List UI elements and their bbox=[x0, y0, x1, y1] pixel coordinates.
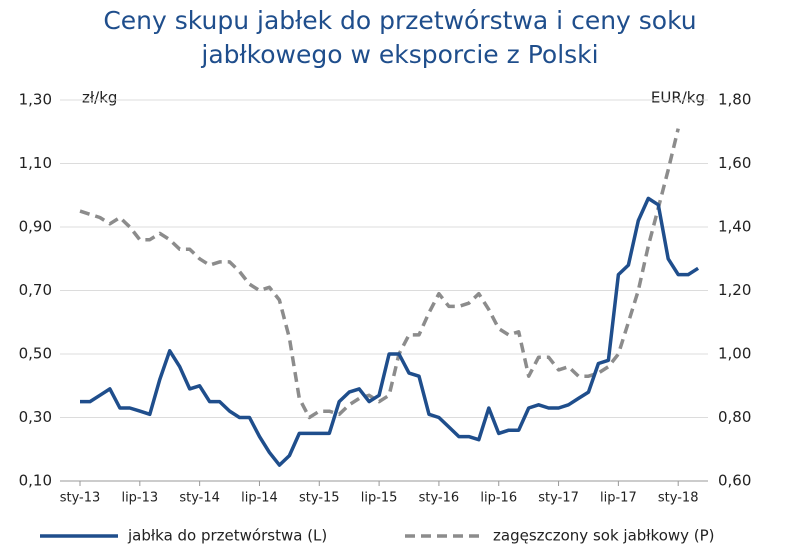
y-axis-label: zł/kg bbox=[82, 89, 117, 107]
x-tick-label: lip-16 bbox=[480, 491, 517, 506]
y-tick-label: 0,30 bbox=[19, 408, 52, 426]
y2-tick-label: 1,40 bbox=[718, 218, 751, 236]
x-tick-label: sty-14 bbox=[179, 491, 220, 506]
legend-label: jabłka do przetwórstwa (L) bbox=[127, 527, 327, 545]
y-tick-label: 1,30 bbox=[19, 91, 52, 109]
x-tick-label: sty-16 bbox=[419, 491, 460, 506]
x-tick-label: sty-13 bbox=[60, 491, 101, 506]
x-tick-label: sty-17 bbox=[538, 491, 579, 506]
y-tick-label: 0,90 bbox=[19, 218, 52, 236]
legend-label: zagęszczony sok jabłkowy (P) bbox=[493, 527, 715, 545]
x-tick-label: sty-15 bbox=[299, 491, 340, 506]
y2-tick-label: 0,80 bbox=[718, 408, 751, 426]
series-line bbox=[79, 128, 680, 420]
y2-axis-label: EUR/kg bbox=[651, 89, 705, 107]
x-tick-label: sty-18 bbox=[658, 491, 699, 506]
x-tick-label: lip-13 bbox=[121, 491, 158, 506]
y2-tick-label: 0,60 bbox=[718, 472, 751, 490]
y2-tick-label: 1,20 bbox=[718, 281, 751, 299]
x-tick-label: lip-17 bbox=[600, 491, 637, 506]
chart-title: Ceny skupu jabłek do przetwórstwa i ceny… bbox=[103, 6, 697, 69]
y2-tick-label: 1,00 bbox=[718, 345, 751, 363]
x-tick-label: lip-14 bbox=[241, 491, 278, 506]
y2-tick-label: 1,80 bbox=[718, 91, 751, 109]
y-tick-label: 1,10 bbox=[19, 154, 52, 172]
x-tick-label: lip-15 bbox=[361, 491, 398, 506]
y-tick-label: 0,10 bbox=[19, 472, 52, 490]
y2-tick-label: 1,60 bbox=[718, 154, 751, 172]
series-line bbox=[80, 196, 700, 467]
y-tick-label: 0,70 bbox=[19, 281, 52, 299]
y-tick-label: 0,50 bbox=[19, 345, 52, 363]
